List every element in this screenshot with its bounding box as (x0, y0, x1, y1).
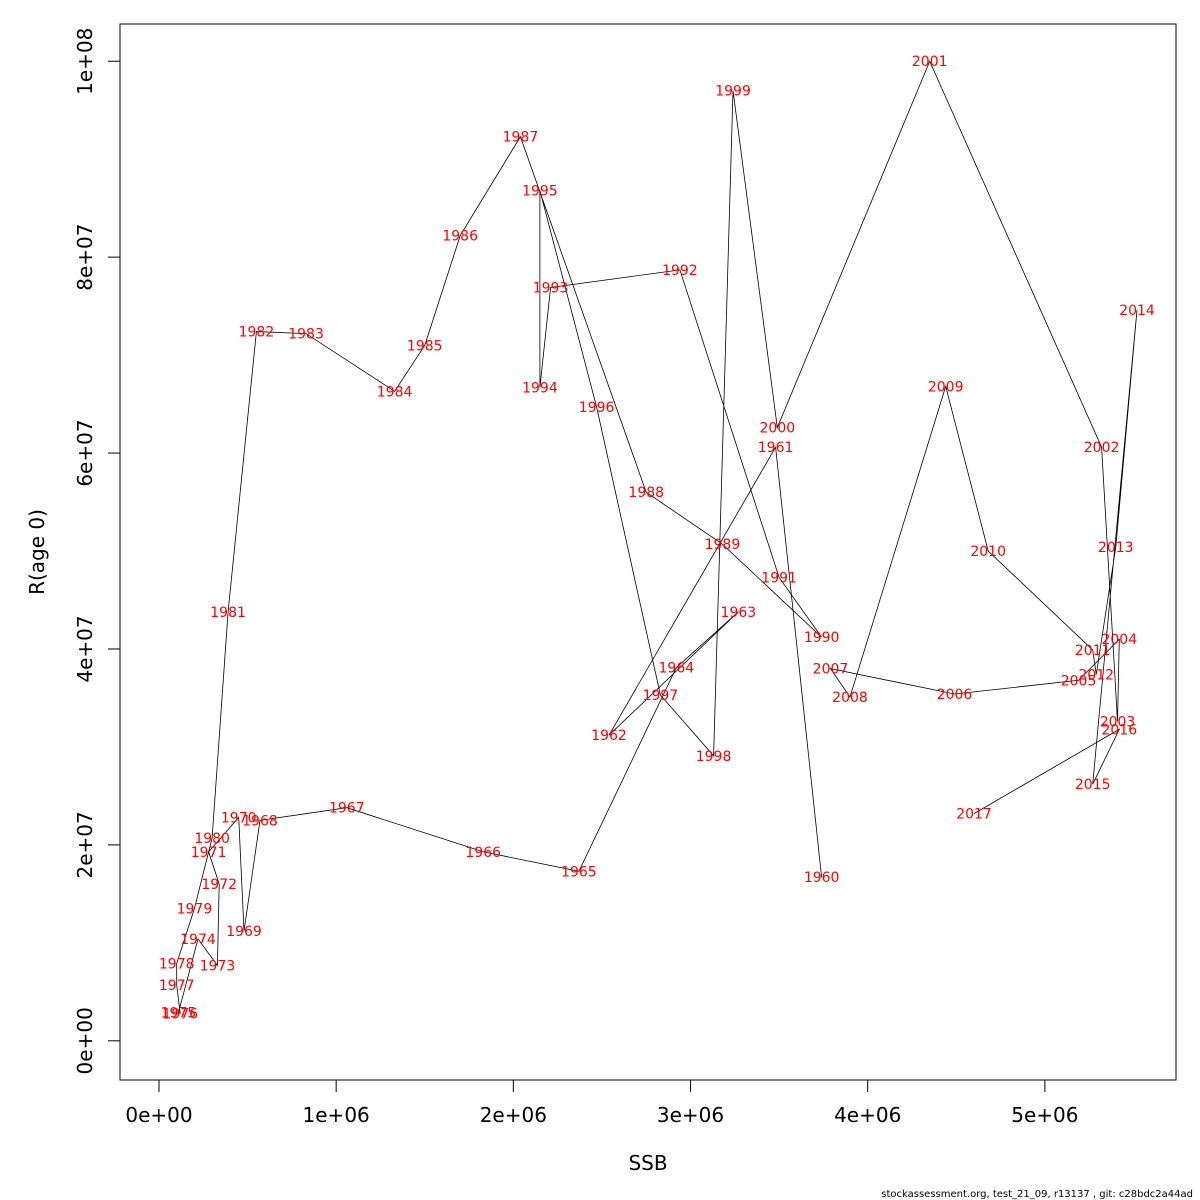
year-label-2009: 2009 (928, 379, 964, 395)
year-label-1961: 1961 (758, 440, 794, 456)
year-label-1999: 1999 (715, 84, 751, 100)
year-label-1990: 1990 (804, 630, 840, 646)
year-label-1997: 1997 (643, 688, 679, 704)
x-tick-label: 3e+06 (657, 1103, 724, 1127)
year-label-2006: 2006 (937, 687, 973, 703)
year-label-1995: 1995 (522, 184, 558, 200)
year-label-1991: 1991 (761, 570, 797, 586)
year-label-1971: 1971 (191, 845, 227, 861)
year-label-2005: 2005 (1061, 673, 1097, 689)
y-tick-label: 4e+07 (73, 615, 97, 682)
y-tick-label: 2e+07 (73, 811, 97, 878)
x-axis-label: SSB (628, 1151, 667, 1175)
year-label-1970: 1970 (221, 810, 257, 826)
y-tick-label: 0e+00 (73, 1007, 97, 1074)
year-label-1993: 1993 (533, 281, 569, 297)
y-tick-label: 8e+07 (73, 224, 97, 291)
year-label-2011: 2011 (1075, 643, 1111, 659)
year-label-2012: 2012 (1078, 667, 1114, 683)
year-label-1968: 1968 (242, 813, 278, 829)
year-label-1960: 1960 (804, 870, 840, 886)
year-label-1969: 1969 (226, 924, 262, 940)
x-tick-label: 1e+06 (303, 1103, 370, 1127)
x-tick-label: 0e+00 (125, 1103, 192, 1127)
year-label-1972: 1972 (201, 877, 237, 893)
y-axis-label: R(age 0) (25, 509, 49, 595)
year-label-1994: 1994 (522, 380, 558, 396)
year-label-2008: 2008 (832, 690, 868, 706)
year-label-2017: 2017 (956, 807, 992, 823)
year-label-1964: 1964 (659, 661, 695, 677)
year-label-2013: 2013 (1098, 540, 1134, 556)
year-label-2001: 2001 (912, 54, 948, 70)
year-label-1986: 1986 (442, 229, 478, 245)
year-label-2010: 2010 (970, 544, 1006, 560)
year-labels-group: 1960 1961 1962 1963 1964 1965 1966 1967 1968 1969… (159, 54, 1155, 1022)
year-label-2007: 2007 (813, 662, 849, 678)
y-axis: 0e+00 2e+07 4e+07 6e+07 8e+07 1e+08 (73, 28, 121, 1074)
year-label-1981: 1981 (210, 605, 246, 621)
year-label-1976: 1976 (162, 1006, 198, 1022)
y-tick-label: 6e+07 (73, 419, 97, 486)
year-label-1983: 1983 (288, 327, 324, 343)
year-label-1987: 1987 (503, 130, 539, 146)
series-group (176, 60, 1138, 1015)
x-axis: 0e+00 1e+06 2e+06 3e+06 4e+06 5e+06 (125, 1079, 1079, 1127)
x-tick-label: 2e+06 (480, 1103, 547, 1127)
year-label-1965: 1965 (561, 864, 597, 880)
year-label-1967: 1967 (329, 801, 365, 817)
year-label-1996: 1996 (579, 400, 615, 416)
year-label-1975: 1975 (161, 1005, 197, 1021)
year-label-1973: 1973 (200, 958, 236, 974)
year-label-1989: 1989 (705, 537, 741, 553)
year-label-2015: 2015 (1075, 777, 1111, 793)
year-label-1992: 1992 (662, 263, 698, 279)
year-label-1963: 1963 (721, 605, 757, 621)
year-label-2016: 2016 (1101, 722, 1137, 738)
year-label-1966: 1966 (465, 845, 501, 861)
year-label-2000: 2000 (760, 421, 796, 437)
y-tick-label: 1e+08 (73, 28, 97, 95)
year-label-2014: 2014 (1119, 303, 1155, 319)
year-label-2002: 2002 (1084, 440, 1120, 456)
year-label-1988: 1988 (628, 485, 664, 501)
year-label-1978: 1978 (159, 956, 195, 972)
year-label-1979: 1979 (177, 902, 213, 918)
x-tick-label: 4e+06 (834, 1103, 901, 1127)
x-tick-label: 5e+06 (1011, 1103, 1078, 1127)
sr-trajectory-line (176, 60, 1138, 1015)
year-label-2004: 2004 (1101, 632, 1137, 648)
year-label-1982: 1982 (239, 325, 275, 341)
year-label-1984: 1984 (377, 384, 413, 400)
plot-frame (119, 23, 1177, 1081)
footer-note: stockassessment.org, test_21_09, r13137 … (881, 1189, 1193, 1200)
year-label-1985: 1985 (407, 338, 443, 354)
year-label-1977: 1977 (159, 978, 195, 994)
year-label-1980: 1980 (194, 831, 230, 847)
year-label-1998: 1998 (696, 749, 732, 765)
year-label-2003: 2003 (1100, 714, 1136, 730)
year-label-1962: 1962 (591, 728, 627, 744)
year-label-1974: 1974 (180, 932, 216, 948)
